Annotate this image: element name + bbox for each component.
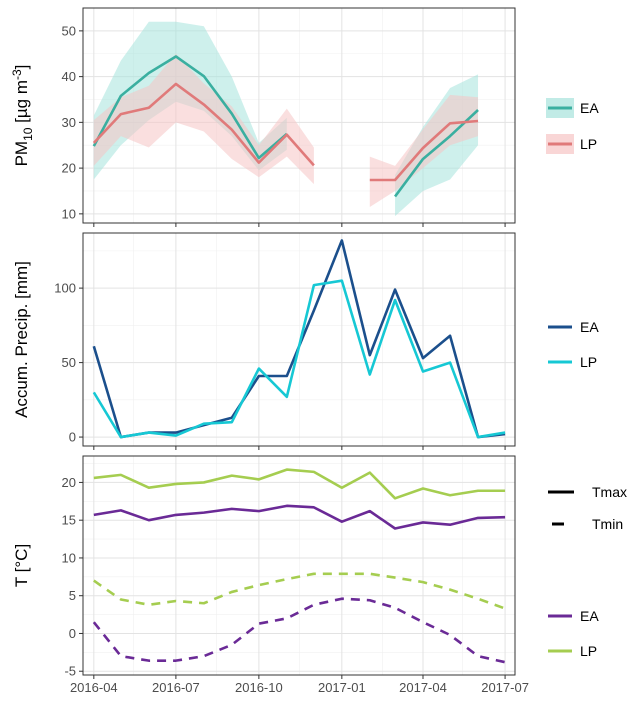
panel-1: 10 20 30 40 50 PM10 [µg m-3] xyxy=(10,7,516,227)
band-lp xyxy=(93,53,314,185)
panel-border xyxy=(82,7,516,224)
panel-border xyxy=(82,455,516,676)
legend-label: Tmax xyxy=(592,484,627,500)
legend-entry-ea: EA xyxy=(548,319,599,335)
y-tick-label: 20 xyxy=(62,475,76,490)
x-tick-label: 2016-10 xyxy=(235,680,283,695)
panel-3: -5 0 5 10 15 20 T [°C] xyxy=(12,455,516,679)
line-lp xyxy=(92,82,315,167)
y-tick-label: 0 xyxy=(69,430,76,445)
legend-label: EA xyxy=(580,608,599,624)
legend-label: LP xyxy=(580,643,597,659)
line-lp-tmin xyxy=(93,572,506,610)
y-tick-label: -5 xyxy=(64,664,76,679)
legend-entry-lp: LP xyxy=(548,643,597,659)
line-lp xyxy=(92,279,506,439)
y-tick-label: 15 xyxy=(62,513,76,528)
y-axis-title: T [°C] xyxy=(12,544,31,587)
y-tick-label: 50 xyxy=(62,355,76,370)
legend-label: LP xyxy=(580,354,597,370)
y-axis-title: PM10 [µg m-3] xyxy=(10,65,35,167)
y-tick-label: 20 xyxy=(62,161,76,176)
y-tick-label: 30 xyxy=(62,115,76,130)
x-tick-label: 2016-04 xyxy=(70,680,118,695)
y-tick-label: 50 xyxy=(62,23,76,38)
legend-label: LP xyxy=(580,136,597,152)
y-tick-label: 10 xyxy=(62,206,76,221)
legend-entry-lp: LP xyxy=(546,134,597,154)
legend-entry-ea: EA xyxy=(548,608,599,624)
panel-2: 0 50 100 Accum. Precip. [mm] xyxy=(12,232,516,450)
legend-label: Tmin xyxy=(592,516,623,532)
y-tick-label: 40 xyxy=(62,69,76,84)
y-tick-label: 5 xyxy=(69,588,76,603)
x-tick-label: 2016-07 xyxy=(152,680,200,695)
legend-entry-ea: EA xyxy=(546,98,599,118)
x-tick-label: 2017-01 xyxy=(318,680,366,695)
x-tick-label: 2017-07 xyxy=(481,680,529,695)
y-tick-label: 100 xyxy=(54,281,76,296)
legend-label: EA xyxy=(580,319,599,335)
x-tick-label: 2017-04 xyxy=(399,680,447,695)
line-ea-tmin xyxy=(92,597,506,664)
y-tick-label: 10 xyxy=(62,550,76,565)
y-axis-title: Accum. Precip. [mm] xyxy=(12,261,31,418)
line-lp-tmax xyxy=(93,468,506,500)
legend-label: EA xyxy=(580,100,599,116)
legend-entry-lp: LP xyxy=(548,354,597,370)
panel-border xyxy=(82,232,516,447)
line-ea-tmax xyxy=(93,504,506,530)
legend-entry-tmax: Tmax xyxy=(548,484,627,500)
y-tick-label: 0 xyxy=(69,626,76,641)
line-ea xyxy=(92,55,288,160)
line-lp xyxy=(369,119,479,182)
legend-entry-tmin: Tmin xyxy=(552,516,623,532)
